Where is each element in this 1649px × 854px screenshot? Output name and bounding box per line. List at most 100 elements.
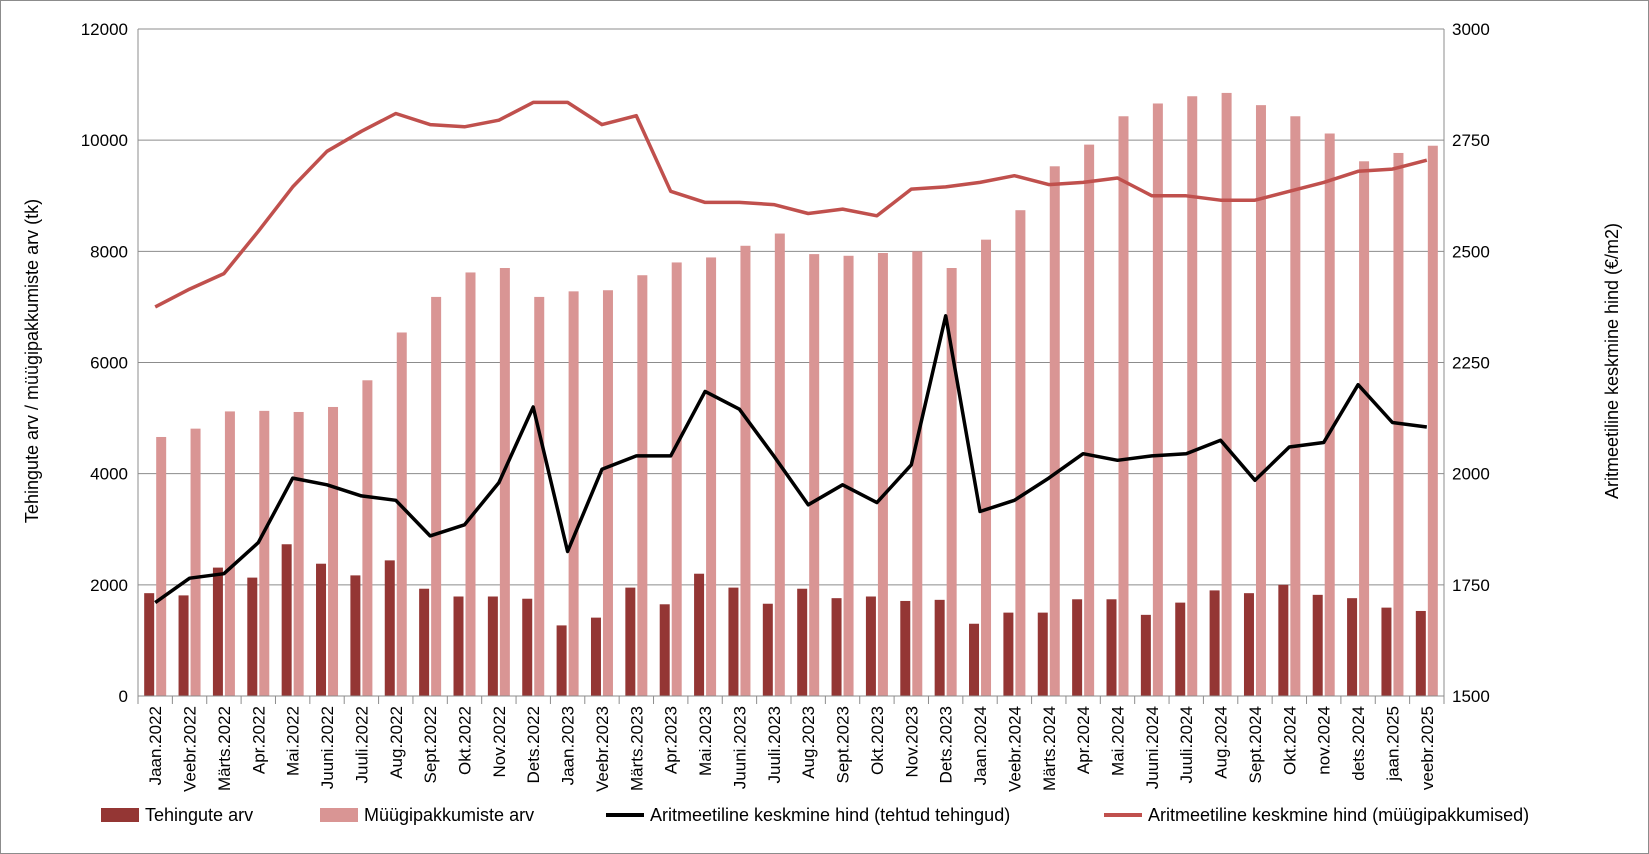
- bar-tehingute-arv: [1381, 607, 1392, 696]
- x-tick-label: Aug.2023: [799, 706, 818, 779]
- x-tick-label: Juuni.2024: [1143, 706, 1162, 789]
- bars: [144, 92, 1438, 697]
- x-tick-label: Märts.2022: [215, 706, 234, 791]
- line-aritmeetiline-keskmine-hind-muugipakkumised: [154, 100, 1428, 309]
- x-tick-label: Sept.2022: [421, 706, 440, 784]
- x-tick-label: Veebr.2022: [181, 706, 200, 792]
- y-tick-label-left: 8000: [90, 242, 128, 261]
- x-tick-label: Mai.2023: [696, 706, 715, 776]
- bar-tehingute-arv: [522, 598, 533, 696]
- legend-swatch-tehingute-arv: [101, 808, 139, 822]
- x-tick-label: Okt.2023: [868, 706, 887, 775]
- bar-tehingute-arv: [625, 587, 636, 696]
- bar-tehingute-arv: [1243, 593, 1254, 696]
- bar-muugipakkumiste-arv: [362, 380, 373, 696]
- bar-tehingute-arv: [1140, 614, 1151, 696]
- y-tick-label-left: 2000: [90, 576, 128, 595]
- bar-tehingute-arv: [969, 623, 980, 696]
- y-tick-label-left: 6000: [90, 354, 128, 373]
- y-tick-label-right: 2750: [1452, 131, 1490, 150]
- bar-muugipakkumiste-arv: [396, 332, 407, 696]
- bar-muugipakkumiste-arv: [706, 257, 717, 696]
- legend-label-tehingute-arv: Tehingute arv: [145, 804, 254, 825]
- bar-tehingute-arv: [1347, 598, 1358, 696]
- x-tick-label: Veebr.2023: [593, 706, 612, 792]
- bar-muugipakkumiste-arv: [156, 436, 167, 696]
- x-tick-label: Apr.2023: [662, 706, 681, 774]
- legend-label-hind-tehingud: Aritmeetiline keskmine hind (tehtud tehi…: [650, 804, 1011, 825]
- legend-label-hind-myygipakkumised: Aritmeetiline keskmine hind (müügipakkum…: [1148, 804, 1530, 825]
- x-tick-label: Sept.2023: [834, 706, 853, 784]
- bar-tehingute-arv: [487, 596, 498, 696]
- bar-tehingute-arv: [865, 596, 876, 696]
- bar-muugipakkumiste-arv: [328, 406, 339, 696]
- bar-tehingute-arv: [178, 595, 189, 696]
- bar-tehingute-arv: [1037, 612, 1048, 696]
- tick-labels: 0 2000 4000 6000 8000 10000 12000 1500 1750 2000 2…: [81, 20, 1490, 792]
- x-tick-label: Okt.2024: [1280, 706, 1299, 775]
- bar-muugipakkumiste-arv: [190, 428, 201, 696]
- y-axis-label-left: Tehingute arv / müügipakkumiste arv (tk): [22, 199, 42, 523]
- bar-muugipakkumiste-arv: [499, 268, 510, 696]
- bar-tehingute-arv: [1175, 602, 1186, 696]
- x-tick-label: Juuni.2022: [318, 706, 337, 789]
- bar-muugipakkumiste-arv: [259, 410, 270, 696]
- line-aritmeetiline-keskmine-hind-tehtud-tehingud: [154, 314, 1428, 605]
- y-tick-label-right: 2500: [1452, 242, 1490, 261]
- bar-muugipakkumiste-arv: [1221, 92, 1232, 696]
- x-tick-label: Mai.2022: [284, 706, 303, 776]
- legend-swatch-myygipakkumiste-arv: [320, 808, 358, 822]
- bar-tehingute-arv: [728, 587, 739, 696]
- bar-muugipakkumiste-arv: [912, 251, 923, 697]
- bar-tehingute-arv: [1278, 584, 1289, 696]
- bar-tehingute-arv: [212, 567, 223, 696]
- axes: [137, 29, 1445, 704]
- legend-label-myygipakkumiste-arv: Müügipakkumiste arv: [364, 804, 535, 825]
- bar-tehingute-arv: [384, 560, 395, 696]
- bar-tehingute-arv: [934, 599, 945, 696]
- x-tick-label: Jaan.2024: [971, 706, 990, 785]
- bar-muugipakkumiste-arv: [1152, 103, 1163, 696]
- bar-muugipakkumiste-arv: [1427, 145, 1438, 697]
- bar-tehingute-arv: [144, 593, 155, 696]
- bar-tehingute-arv: [453, 596, 464, 696]
- bar-muugipakkumiste-arv: [465, 272, 476, 696]
- x-tick-label: jaan.2025: [1383, 706, 1402, 782]
- legend-swatch-hind-myygipakkumised: [1104, 813, 1142, 817]
- bar-tehingute-arv: [659, 604, 670, 696]
- x-tick-label: Mai.2024: [1109, 706, 1128, 776]
- bar-muugipakkumiste-arv: [1290, 116, 1301, 697]
- x-tick-label: Sept.2024: [1246, 706, 1265, 784]
- bar-tehingute-arv: [281, 544, 292, 696]
- x-tick-label: Juuli.2024: [1177, 706, 1196, 784]
- bar-tehingute-arv: [1209, 590, 1220, 696]
- y-tick-label-right: 1750: [1452, 576, 1490, 595]
- legend-item-hind-tehingud: Aritmeetiline keskmine hind (tehtud tehi…: [606, 800, 1010, 830]
- legend: Tehingute arv Müügipakkumiste arv Aritme…: [0, 800, 1649, 830]
- bar-muugipakkumiste-arv: [1049, 166, 1060, 696]
- bar-muugipakkumiste-arv: [1359, 161, 1370, 696]
- bar-tehingute-arv: [900, 600, 911, 696]
- bar-tehingute-arv: [797, 588, 808, 696]
- y-tick-label-left: 12000: [81, 20, 128, 39]
- x-tick-label: Juuli.2023: [765, 706, 784, 784]
- bar-tehingute-arv: [247, 577, 258, 696]
- bar-muugipakkumiste-arv: [843, 255, 854, 696]
- y-tick-label-right: 2250: [1452, 354, 1490, 373]
- bar-tehingute-arv: [350, 575, 361, 696]
- x-tick-label: Dets.2022: [524, 706, 543, 784]
- x-tick-label: Dets.2023: [937, 706, 956, 784]
- bar-muugipakkumiste-arv: [568, 291, 579, 696]
- bar-tehingute-arv: [694, 573, 705, 696]
- bar-tehingute-arv: [1312, 594, 1323, 696]
- legend-item-hind-myygipakkumised: Aritmeetiline keskmine hind (müügipakkum…: [1104, 800, 1529, 830]
- bar-muugipakkumiste-arv: [534, 296, 545, 696]
- bar-muugipakkumiste-arv: [877, 253, 888, 696]
- bar-tehingute-arv: [590, 617, 601, 696]
- bar-tehingute-arv: [419, 588, 430, 696]
- bar-muugipakkumiste-arv: [1015, 210, 1026, 696]
- bar-muugipakkumiste-arv: [1084, 144, 1095, 696]
- lines: [154, 100, 1428, 605]
- y-axis-label-right: Aritmeetiline keskmine hind (€/m2): [1602, 223, 1622, 499]
